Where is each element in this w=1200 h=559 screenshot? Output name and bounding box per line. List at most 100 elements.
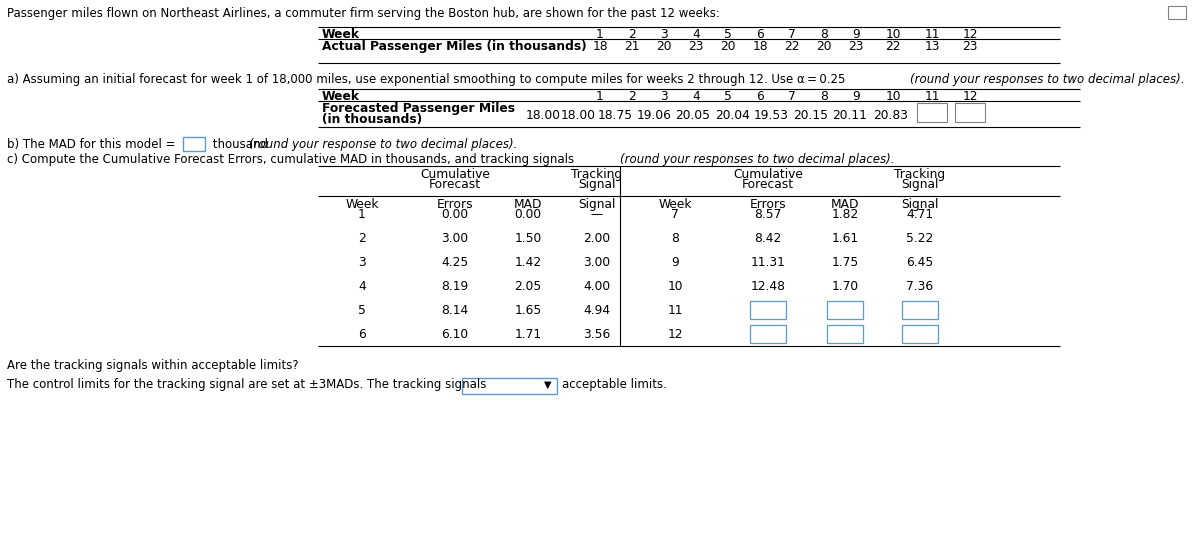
Text: 4: 4 — [692, 28, 700, 41]
Text: 23: 23 — [689, 40, 703, 53]
Bar — [462, 378, 557, 394]
Bar — [182, 137, 205, 151]
Text: Forecast: Forecast — [428, 178, 481, 191]
Text: 7: 7 — [788, 90, 796, 103]
Text: 9: 9 — [671, 256, 679, 269]
Text: 5: 5 — [724, 28, 732, 41]
Text: Are the tracking signals within acceptable limits?: Are the tracking signals within acceptab… — [7, 359, 299, 372]
Bar — [827, 325, 863, 343]
Text: 11: 11 — [667, 304, 683, 317]
Text: 1: 1 — [358, 208, 366, 221]
Text: 22: 22 — [886, 40, 901, 53]
Text: 4.25: 4.25 — [442, 256, 469, 269]
Text: 1.82: 1.82 — [832, 208, 859, 221]
Text: 12: 12 — [962, 90, 978, 103]
Text: Forecast: Forecast — [742, 178, 794, 191]
Text: Errors: Errors — [437, 198, 473, 211]
Text: 7: 7 — [788, 28, 796, 41]
Text: 12: 12 — [667, 328, 683, 341]
Text: 20: 20 — [656, 40, 672, 53]
Text: 20.83: 20.83 — [874, 109, 908, 122]
Text: 3.00: 3.00 — [442, 232, 468, 245]
Text: 2: 2 — [628, 90, 636, 103]
Text: 4: 4 — [692, 90, 700, 103]
Text: 3: 3 — [660, 90, 668, 103]
Text: 20.11: 20.11 — [833, 109, 868, 122]
Text: 19.53: 19.53 — [754, 109, 788, 122]
Text: 2: 2 — [628, 28, 636, 41]
Text: 2.00: 2.00 — [583, 232, 611, 245]
Text: 11: 11 — [924, 28, 940, 41]
Text: b) The MAD for this model =: b) The MAD for this model = — [7, 138, 175, 151]
Text: 4.00: 4.00 — [583, 280, 611, 293]
Text: Week: Week — [346, 198, 379, 211]
Text: (round your response to two decimal places).: (round your response to two decimal plac… — [250, 138, 517, 151]
Text: thousand: thousand — [209, 138, 271, 151]
Text: 20.15: 20.15 — [793, 109, 828, 122]
Text: 1.70: 1.70 — [832, 280, 858, 293]
Text: 1.50: 1.50 — [515, 232, 541, 245]
Text: 6: 6 — [756, 90, 764, 103]
Text: 18: 18 — [592, 40, 608, 53]
Text: 10: 10 — [886, 28, 901, 41]
Text: 7.36: 7.36 — [906, 280, 934, 293]
Text: 8.57: 8.57 — [755, 208, 781, 221]
Text: 6: 6 — [358, 328, 366, 341]
Text: 2: 2 — [358, 232, 366, 245]
Text: 20: 20 — [816, 40, 832, 53]
Text: 23: 23 — [962, 40, 978, 53]
Text: Signal: Signal — [578, 178, 616, 191]
Text: 18.75: 18.75 — [598, 109, 632, 122]
Text: Cumulative: Cumulative — [420, 168, 490, 181]
Text: 20: 20 — [720, 40, 736, 53]
Text: a) Assuming an initial forecast for week 1 of 18,000 miles, use exponential smoo: a) Assuming an initial forecast for week… — [7, 73, 850, 86]
Text: 5: 5 — [724, 90, 732, 103]
Text: 11: 11 — [924, 90, 940, 103]
Text: 9: 9 — [852, 90, 860, 103]
Text: 8.42: 8.42 — [755, 232, 781, 245]
Bar — [917, 103, 947, 122]
Text: 20.05: 20.05 — [676, 109, 710, 122]
Text: 21: 21 — [624, 40, 640, 53]
Bar — [827, 301, 863, 319]
Text: 0.00: 0.00 — [515, 208, 541, 221]
Bar — [1168, 6, 1186, 19]
Text: 12: 12 — [962, 28, 978, 41]
Text: 1.65: 1.65 — [515, 304, 541, 317]
Text: Errors: Errors — [750, 198, 786, 211]
Text: Week: Week — [322, 28, 360, 41]
Text: acceptable limits.: acceptable limits. — [562, 378, 667, 391]
Bar — [750, 325, 786, 343]
Text: 22: 22 — [785, 40, 799, 53]
Text: 1.42: 1.42 — [515, 256, 541, 269]
Bar — [750, 301, 786, 319]
Text: Tracking: Tracking — [894, 168, 946, 181]
Text: The control limits for the tracking signal are set at ±3MADs. The tracking signa: The control limits for the tracking sign… — [7, 378, 486, 391]
Text: 11.31: 11.31 — [750, 256, 786, 269]
Text: 18.00: 18.00 — [526, 109, 560, 122]
Text: 9: 9 — [852, 28, 860, 41]
Text: Tracking: Tracking — [571, 168, 623, 181]
Text: 10: 10 — [667, 280, 683, 293]
Text: Week: Week — [659, 198, 691, 211]
Text: 5: 5 — [358, 304, 366, 317]
Text: 4.94: 4.94 — [583, 304, 611, 317]
Text: 19.06: 19.06 — [636, 109, 672, 122]
Text: 3: 3 — [660, 28, 668, 41]
Text: 6.45: 6.45 — [906, 256, 934, 269]
Text: 4: 4 — [358, 280, 366, 293]
Text: Cumulative: Cumulative — [733, 168, 803, 181]
Text: 3: 3 — [358, 256, 366, 269]
Text: Signal: Signal — [901, 198, 938, 211]
Text: Forecasted Passenger Miles: Forecasted Passenger Miles — [322, 102, 515, 115]
Text: Signal: Signal — [901, 178, 938, 191]
Text: 8.19: 8.19 — [442, 280, 469, 293]
Text: 8.14: 8.14 — [442, 304, 469, 317]
Text: 12.48: 12.48 — [750, 280, 786, 293]
Text: 23: 23 — [848, 40, 864, 53]
Text: 3.56: 3.56 — [583, 328, 611, 341]
Text: —: — — [590, 208, 604, 221]
Text: (round your responses to two decimal places).: (round your responses to two decimal pla… — [910, 73, 1184, 86]
Text: 7: 7 — [671, 208, 679, 221]
Bar — [902, 301, 938, 319]
